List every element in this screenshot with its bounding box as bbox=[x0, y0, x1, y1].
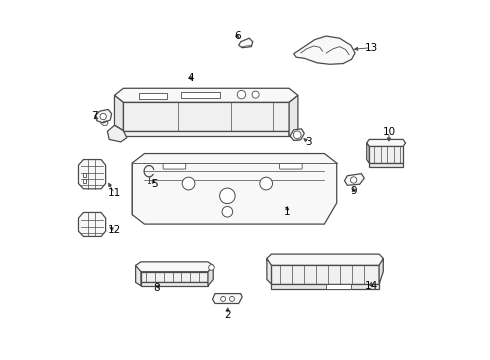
Text: 9: 9 bbox=[350, 186, 357, 196]
Polygon shape bbox=[239, 38, 253, 48]
Polygon shape bbox=[107, 125, 127, 142]
Polygon shape bbox=[271, 284, 379, 289]
Circle shape bbox=[222, 207, 233, 217]
Polygon shape bbox=[141, 282, 208, 286]
Polygon shape bbox=[115, 95, 123, 131]
Polygon shape bbox=[136, 262, 213, 272]
Polygon shape bbox=[141, 272, 208, 282]
Circle shape bbox=[252, 91, 259, 98]
Polygon shape bbox=[139, 93, 168, 99]
FancyBboxPatch shape bbox=[163, 163, 186, 169]
Text: 7: 7 bbox=[91, 112, 98, 121]
Text: 14: 14 bbox=[365, 281, 378, 291]
Text: 3: 3 bbox=[305, 137, 312, 147]
Text: 1: 1 bbox=[284, 207, 291, 217]
Polygon shape bbox=[326, 284, 351, 289]
Polygon shape bbox=[369, 147, 403, 163]
Circle shape bbox=[237, 90, 245, 99]
Polygon shape bbox=[136, 265, 141, 286]
Circle shape bbox=[182, 177, 195, 190]
Text: 2: 2 bbox=[224, 310, 231, 320]
Circle shape bbox=[294, 131, 301, 139]
Text: 6: 6 bbox=[234, 31, 241, 41]
Polygon shape bbox=[367, 143, 369, 163]
Text: 11: 11 bbox=[108, 188, 121, 198]
Polygon shape bbox=[123, 102, 289, 131]
Polygon shape bbox=[115, 125, 123, 136]
Text: 8: 8 bbox=[153, 283, 160, 293]
Polygon shape bbox=[115, 88, 298, 102]
Bar bbox=[83, 173, 86, 177]
Circle shape bbox=[260, 177, 272, 190]
Circle shape bbox=[220, 188, 235, 204]
Text: 12: 12 bbox=[108, 225, 121, 235]
Polygon shape bbox=[213, 294, 242, 303]
Polygon shape bbox=[78, 159, 106, 189]
Polygon shape bbox=[208, 265, 213, 286]
Polygon shape bbox=[289, 95, 298, 140]
Polygon shape bbox=[95, 109, 112, 123]
Text: 4: 4 bbox=[187, 73, 194, 83]
Circle shape bbox=[100, 113, 106, 120]
Polygon shape bbox=[369, 163, 403, 167]
Polygon shape bbox=[367, 139, 406, 147]
Polygon shape bbox=[132, 154, 337, 224]
Polygon shape bbox=[379, 258, 383, 284]
Text: 10: 10 bbox=[382, 127, 395, 138]
Text: 5: 5 bbox=[151, 179, 158, 189]
Polygon shape bbox=[290, 129, 304, 140]
Polygon shape bbox=[267, 258, 271, 284]
FancyBboxPatch shape bbox=[280, 163, 302, 169]
Polygon shape bbox=[181, 92, 221, 98]
Text: 13: 13 bbox=[365, 43, 378, 53]
Circle shape bbox=[220, 296, 225, 301]
Polygon shape bbox=[271, 265, 379, 284]
Polygon shape bbox=[289, 131, 298, 140]
Circle shape bbox=[350, 177, 357, 183]
Polygon shape bbox=[123, 131, 289, 136]
Polygon shape bbox=[78, 212, 106, 237]
Circle shape bbox=[209, 265, 214, 270]
Polygon shape bbox=[294, 36, 355, 64]
Polygon shape bbox=[267, 254, 383, 265]
Bar bbox=[83, 179, 86, 183]
Circle shape bbox=[229, 296, 234, 301]
Polygon shape bbox=[344, 174, 364, 185]
